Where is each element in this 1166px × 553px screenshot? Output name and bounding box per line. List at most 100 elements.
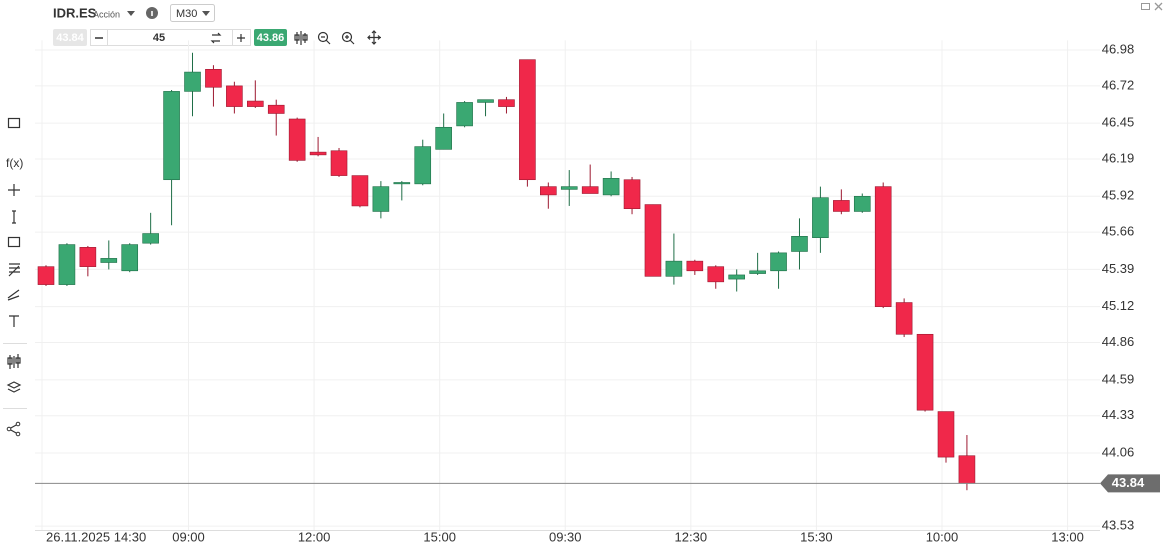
y-tick-label: 46.98 [1102,41,1135,56]
candle-body [184,71,201,92]
tool-layout[interactable] [7,117,21,129]
zoom-in-handle [345,35,355,45]
candle-body [121,244,139,272]
price-label: 43.84 [1112,475,1145,490]
tool-pitchfork[interactable] [7,289,20,301]
tool-fibonacci[interactable] [8,263,20,277]
candle-body [79,247,97,267]
zoom-in-icon[interactable] [341,31,353,43]
x-tick-label: 26.11.2025 14:30 [46,529,146,544]
candle-body [142,233,159,244]
candle-body [874,186,892,307]
candle-body [707,266,725,283]
ask-price: 43.86 [257,32,285,44]
candle-body [728,274,745,280]
y-tick-label: 46.72 [1102,77,1135,92]
candle-body [853,195,871,212]
candle-body [205,69,222,88]
bid-price: 43.84 [56,32,84,44]
x-tick-label: 10:00 [926,529,959,544]
candle-body [351,175,369,207]
tool-text[interactable] [9,315,19,327]
x-tick-label: 13:00 [1051,529,1084,544]
share-node [15,421,21,427]
symbol[interactable]: IDR.ES [53,5,97,20]
dropdown-arrow[interactable] [127,11,135,16]
y-tick-label: 46.19 [1102,150,1135,165]
tool-indicators[interactable] [7,354,21,369]
candle-body [37,266,55,285]
y-tick-label: 44.59 [1102,371,1135,386]
pan-icon[interactable] [367,30,381,45]
plot-area: 46.98 46.72 46.45 46.19 45.92 45.66 45.39 45.12… [35,40,1160,544]
maximize-icon[interactable] [1141,3,1150,10]
candle-body [895,302,913,335]
x-tick-label: 09:00 [172,529,205,544]
quantity-field[interactable] [90,29,251,46]
tool-function[interactable]: f(x) [6,156,23,170]
tool-rectangle[interactable] [7,236,21,248]
x-tick-label: 15:30 [800,529,833,544]
y-tick-label: 43.53 [1102,518,1135,533]
candle-body [581,186,599,194]
candle-body [372,186,390,212]
y-tick-label: 45.39 [1102,261,1135,276]
candle-body [100,258,118,263]
tool-line[interactable] [12,210,16,224]
zoom-out-icon[interactable] [317,31,329,43]
candle-body [267,104,285,114]
x-tick-label: 12:30 [675,529,708,544]
candle-body [393,182,411,185]
y-tick-label: 45.66 [1102,224,1135,239]
candle-body [833,200,850,212]
bid-box[interactable] [53,29,87,46]
dropdown-arrow [202,11,210,16]
quantity[interactable]: 45 [153,32,165,44]
left-toolbar: f(x) [3,117,27,437]
swap-icon[interactable] [210,32,222,44]
candle-body [560,186,578,190]
tool-crosshair[interactable] [8,184,20,196]
candle-body [288,118,306,161]
candle-body [58,244,76,285]
close-icon[interactable] [1154,2,1163,11]
x-tick-label: 15:00 [423,529,456,544]
ask-box[interactable] [254,29,287,46]
candle-body [958,455,976,484]
share-node [6,426,12,432]
candle-body [665,260,683,277]
candle-body [812,197,829,238]
tool-layers[interactable] [6,381,22,393]
candle-body [456,102,473,127]
candle-body [498,99,515,107]
candle-body [435,126,452,150]
candle-body [749,270,766,274]
candle-body [916,333,934,411]
y-tick-label: 44.86 [1102,334,1135,349]
candle-body [247,100,264,107]
candle-body [330,150,348,176]
candle-body [226,85,243,107]
candle-body [602,178,620,196]
x-tick-label: 09:30 [549,529,582,544]
candle-body [309,151,327,156]
candle-body [623,179,641,210]
chart-type-icon[interactable] [294,31,308,45]
share-node [15,431,21,437]
y-tick-label: 45.12 [1102,298,1135,313]
candle-body [477,99,494,103]
timeframe-select[interactable] [170,4,215,22]
plus-button[interactable] [237,34,245,42]
timeframe: M30 [176,8,197,20]
y-tick-label: 45.92 [1102,188,1135,203]
x-tick-label: 12:00 [298,529,331,544]
y-tick-label: 44.06 [1102,444,1135,459]
candle-body [686,260,704,272]
candle-body [519,59,536,181]
zoom-out-handle [321,36,331,45]
instrument-type: Acción [93,9,120,19]
candle-body [644,204,662,277]
candle-body [163,91,180,181]
